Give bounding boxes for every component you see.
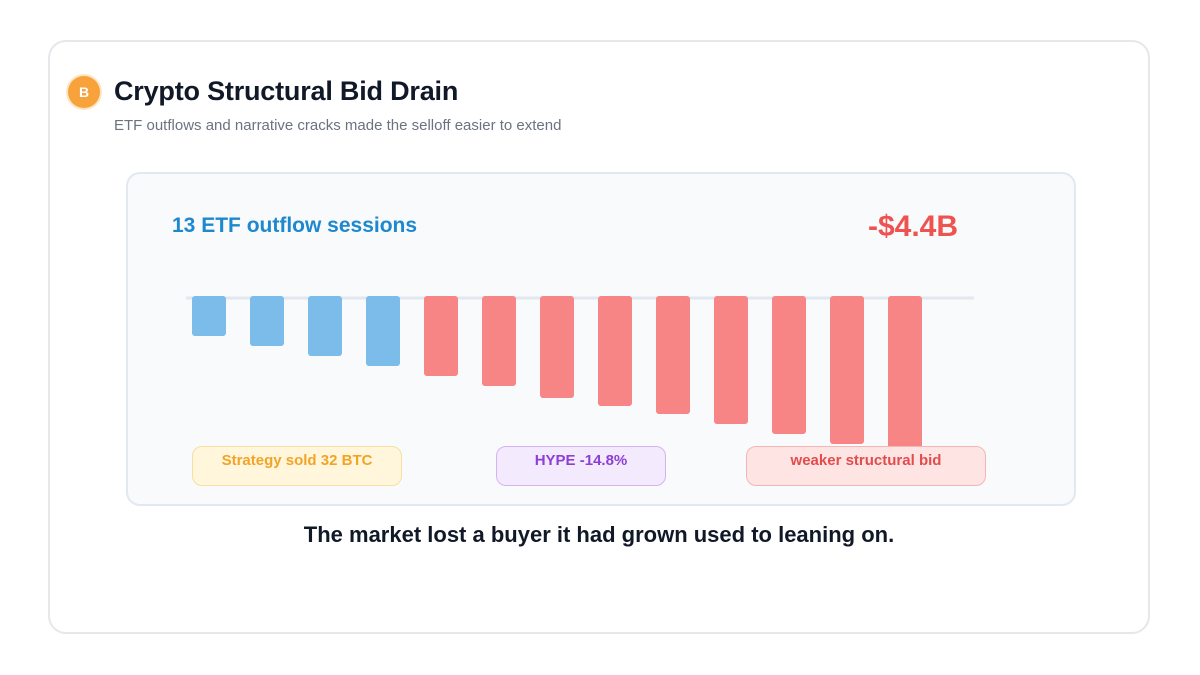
annotation-hype-text: HYPE -14.8% (534, 451, 628, 469)
badge-letter: B (78, 84, 90, 100)
outflow-bar-7 (540, 296, 574, 398)
annotation-strategy: Strategy sold 32 BTC (192, 446, 402, 486)
outflow-bar-8 (598, 296, 632, 406)
chart-panel: 13 ETF outflow sessions -$4.4B Strategy … (126, 172, 1076, 506)
outflow-bar-9 (656, 296, 690, 414)
bar-chart (186, 296, 974, 451)
outflow-bar-2 (250, 296, 284, 346)
outflow-bar-4 (366, 296, 400, 366)
page-title: Crypto Structural Bid Drain (114, 76, 459, 106)
sessions-label: 13 ETF outflow sessions (172, 214, 418, 237)
annotation-hype: HYPE -14.8% (496, 446, 666, 486)
chart-card: B Crypto Structural Bid Drain ETF outflo… (48, 40, 1150, 634)
outflow-bar-5 (424, 296, 458, 376)
outflow-bar-1 (192, 296, 226, 336)
outflow-bar-12 (830, 296, 864, 444)
bitcoin-icon: B (68, 76, 100, 108)
page-subtitle: ETF outflows and narrative cracks made t… (114, 117, 562, 134)
annotation-weaker-bid: weaker structural bid (746, 446, 986, 486)
annotation-bid-text: weaker structural bid (790, 451, 942, 469)
outflow-bar-11 (772, 296, 806, 434)
caption: The market lost a buyer it had grown use… (303, 522, 895, 547)
outflow-bar-3 (308, 296, 342, 356)
outflow-bar-6 (482, 296, 516, 386)
annotation-strategy-text: Strategy sold 32 BTC (221, 451, 373, 469)
total-outflow: -$4.4B (867, 210, 958, 243)
outflow-bar-10 (714, 296, 748, 424)
outflow-bar-13 (888, 296, 922, 451)
